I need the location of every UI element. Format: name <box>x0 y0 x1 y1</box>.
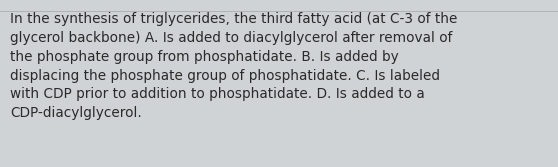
Text: In the synthesis of triglycerides, the third fatty acid (at C-3 of the
glycerol : In the synthesis of triglycerides, the t… <box>10 12 458 120</box>
